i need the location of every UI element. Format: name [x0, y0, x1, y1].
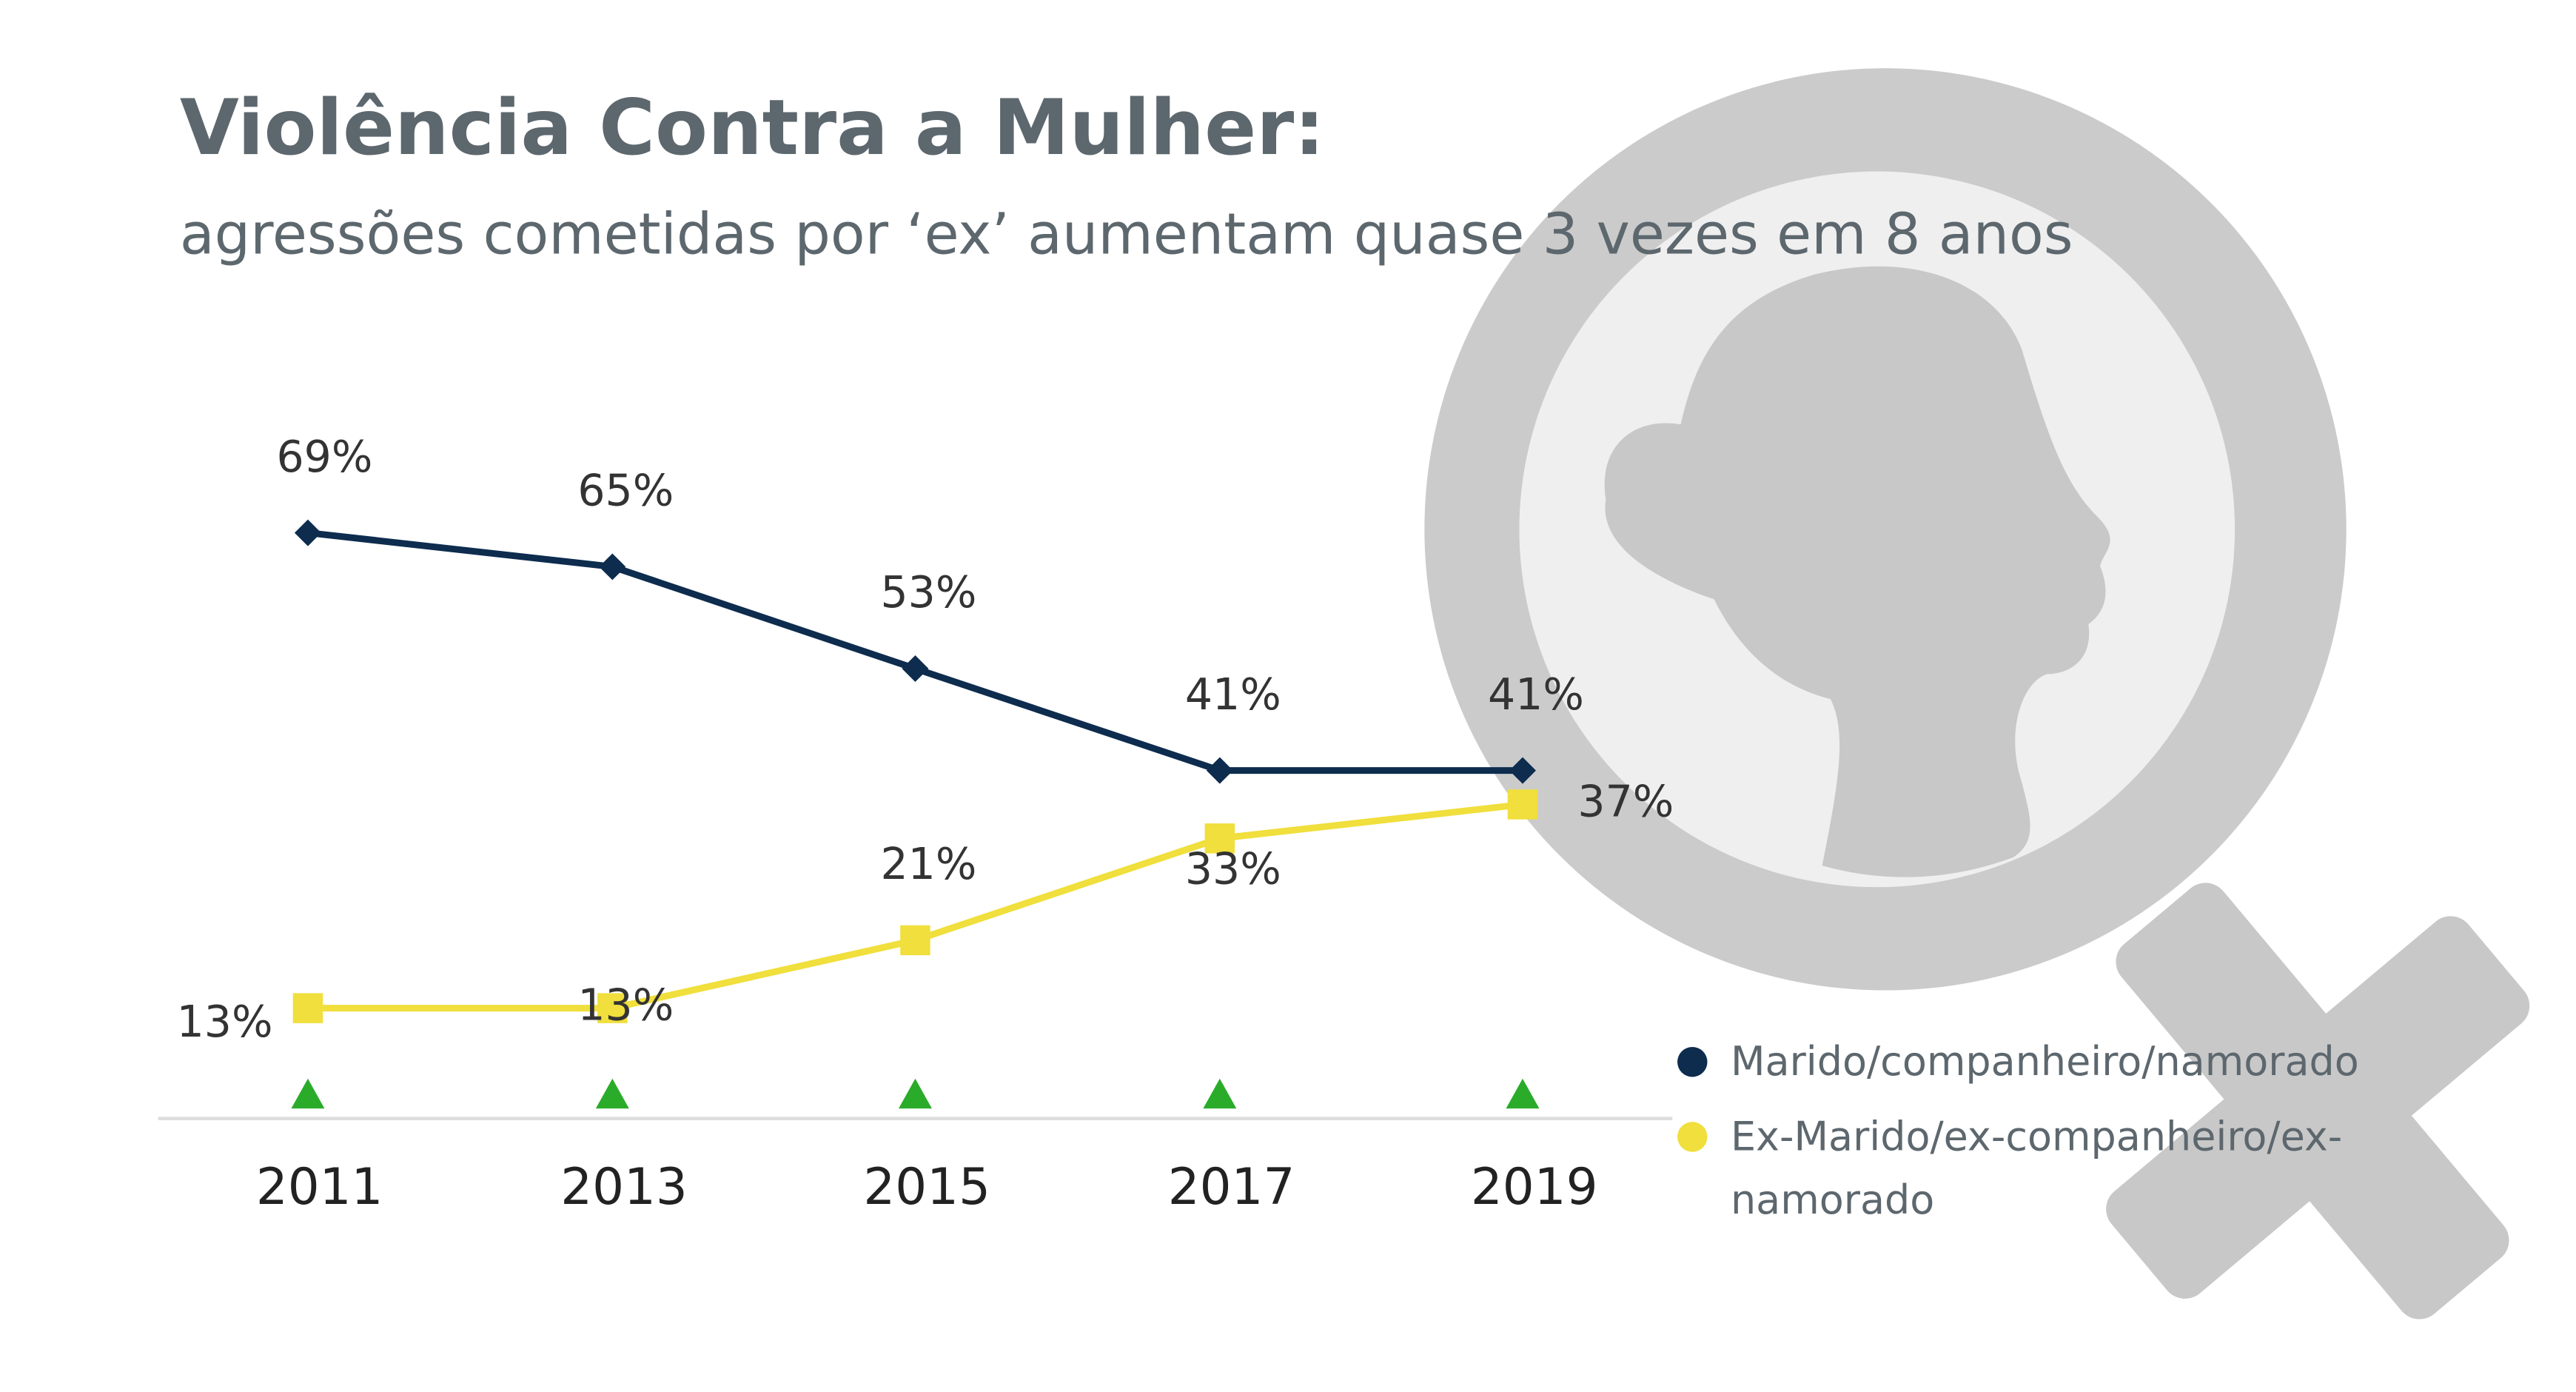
legend-marker: [1677, 1046, 1708, 1077]
female-symbol-background: [1424, 68, 2530, 1319]
legend-label: Ex-Marido/ex-companheiro/ex-namorado: [1730, 1113, 2343, 1224]
value-label: 65%: [577, 466, 674, 516]
series-line: [307, 800, 1523, 1012]
value-label: 69%: [276, 432, 372, 482]
point-marker: [1204, 823, 1235, 854]
value-label: 41%: [1185, 669, 1281, 720]
point-marker: [900, 925, 930, 956]
value-label: 53%: [880, 567, 976, 618]
point-marker: [292, 993, 323, 1023]
axis-marker: [1506, 1078, 1540, 1109]
chart-title: Violência Contra a Mulher:: [180, 84, 1325, 173]
point-marker: [1507, 789, 1538, 820]
value-label: 41%: [1488, 669, 1584, 720]
value-label: 37%: [1577, 777, 1674, 827]
legend-entry: Ex-Marido/ex-companheiro/ex-namorado: [1730, 1113, 2343, 1224]
x-tick-label: 2017: [1168, 1157, 1295, 1216]
x-tick-label: 2011: [256, 1157, 383, 1216]
point-marker: [597, 993, 628, 1023]
x-tick-label: 2019: [1471, 1157, 1598, 1216]
point-marker: [294, 519, 321, 546]
axis-marker: [1203, 1078, 1237, 1109]
point-marker: [1206, 757, 1233, 784]
axis-marker: [595, 1078, 629, 1109]
point-marker: [902, 655, 929, 683]
value-label: 13%: [577, 980, 674, 1031]
x-tick-label: 2015: [863, 1157, 990, 1216]
value-label: 21%: [880, 839, 976, 889]
point-marker: [599, 553, 626, 580]
value-label: 13%: [177, 997, 273, 1047]
legend-entry: Marido/companheiro/namorado: [1730, 1038, 2359, 1085]
axis-marker: [898, 1078, 932, 1109]
legend-label: Marido/companheiro/namorado: [1730, 1038, 2359, 1085]
legend-marker: [1677, 1122, 1708, 1152]
value-label: 33%: [1185, 843, 1281, 894]
axis-marker: [291, 1078, 325, 1109]
chart-subtitle: agressões cometidas por ‘ex’ aumentam qu…: [180, 201, 2073, 267]
x-tick-label: 2013: [560, 1157, 688, 1216]
